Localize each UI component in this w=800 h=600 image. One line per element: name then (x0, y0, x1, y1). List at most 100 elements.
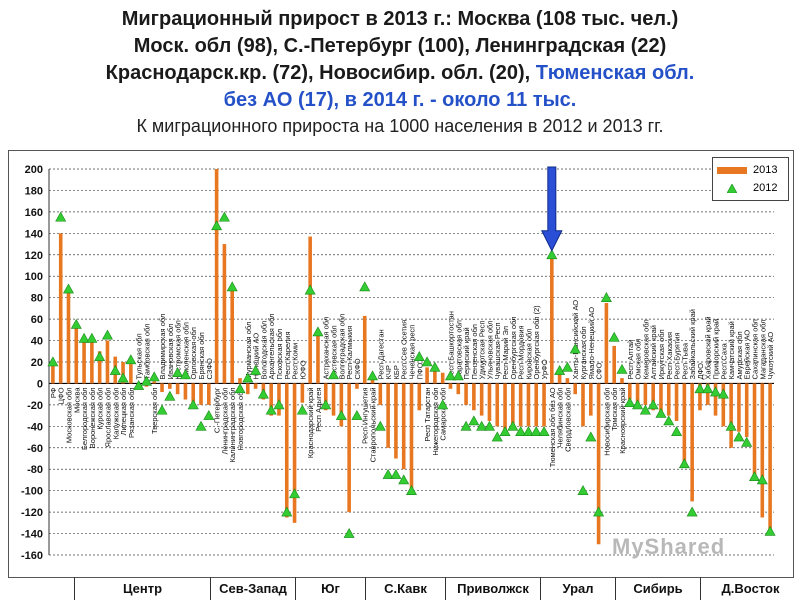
y-tick-label: 20 (31, 357, 43, 369)
bar-2013 (362, 315, 367, 384)
title-line-2: Моск. обл (98), С.-Петербург (100), Лени… (133, 35, 667, 57)
legend-label-2012: 2012 (753, 182, 778, 194)
region-divider (74, 577, 75, 600)
category-label: Курская обл (96, 387, 105, 429)
marker-2012 (671, 426, 683, 436)
region-far-east: Д.Восток (721, 581, 780, 596)
region-siberia: Сибирь (633, 581, 683, 596)
chart-subtitle: К миграционного прироста на 1000 населен… (136, 116, 664, 136)
marker-2012 (328, 369, 340, 380)
bar-2013 (97, 351, 102, 384)
bar-2013 (339, 383, 344, 427)
marker-2012 (593, 506, 605, 517)
category-label: Костромская обл (174, 320, 183, 379)
category-label: Респ Ингушетия (361, 387, 370, 443)
marker-2012 (749, 471, 761, 482)
marker-2012 (678, 458, 690, 469)
bar-2013 (401, 383, 406, 470)
bar-2013 (331, 383, 336, 416)
category-label: Вологодская обл (259, 321, 268, 380)
bar-2013 (316, 335, 320, 384)
bar-2013 (752, 383, 757, 480)
bar-2013 (651, 383, 655, 411)
category-label: Смоленская обл (181, 322, 190, 379)
category-label: Нижегородская обл (431, 387, 440, 455)
category-label: Респ Карелия (283, 331, 292, 379)
bar-2013 (713, 383, 718, 416)
region-divider (700, 577, 701, 600)
bar-2013 (612, 345, 616, 384)
y-tick-label: 160 (25, 207, 43, 219)
marker-2012 (125, 354, 137, 365)
bar-2013 (175, 383, 180, 395)
marker-2012 (226, 281, 238, 292)
watermark: MyShared (612, 534, 726, 559)
marker-2012 (600, 292, 612, 302)
bar-2013 (744, 383, 749, 438)
category-label: Воронежская обл (88, 387, 97, 448)
marker-2012 (663, 415, 675, 426)
marker-2012 (530, 426, 542, 436)
bar-2013 (425, 367, 429, 384)
category-label: Ярославская обл (103, 387, 112, 447)
category-label: Новгородская обл (236, 387, 245, 450)
category-label: Амурская обл (735, 331, 744, 379)
bar-2013 (292, 383, 297, 523)
marker-2012 (250, 364, 262, 375)
marker-2012 (725, 420, 737, 431)
marker-2012 (164, 390, 176, 401)
y-tick-label: -120 (21, 507, 43, 519)
bar-2013 (433, 367, 437, 384)
category-label: Свердловская обл (563, 387, 572, 451)
y-tick-label: 140 (25, 228, 43, 240)
marker-2012 (289, 488, 301, 499)
marker-2012 (257, 388, 269, 399)
marker-2012 (616, 363, 628, 374)
marker-2012 (133, 379, 145, 390)
region-northwest: Сев-Запад (219, 581, 287, 596)
category-label: Калужская обл (111, 387, 120, 439)
category-label: Ростовская обл (330, 325, 339, 379)
marker-2012 (148, 371, 160, 382)
legend-item-2012: 2012 (717, 181, 777, 195)
category-label: Омская обл (634, 338, 643, 379)
marker-2012 (522, 426, 534, 436)
bar-2013 (245, 383, 250, 395)
bar-2013 (698, 383, 702, 411)
category-label: Респ Калмыкия (345, 326, 354, 380)
bar-2013 (643, 383, 648, 405)
category-label: Респ Саха (719, 342, 728, 379)
bar-2013 (690, 383, 694, 502)
bar-2013 (378, 383, 383, 405)
marker-2012 (686, 506, 698, 517)
category-label: Самарская обл (439, 387, 448, 440)
category-label: Респ Татарстан (423, 387, 432, 441)
category-label: Сахалинская обл (751, 319, 760, 379)
category-label: Ямало-Ненецкий АО (587, 307, 596, 380)
bar-2013 (129, 364, 133, 384)
bar-2013 (682, 383, 687, 464)
bar-2013 (596, 383, 601, 545)
marker-2012 (203, 409, 215, 420)
marker-2012 (538, 426, 550, 436)
marker-2012 (717, 388, 729, 399)
category-label: Московская обл (64, 387, 73, 443)
bar-chart: 200180160140120100806040200-20-40-60-80-… (21, 164, 776, 562)
marker-2012 (405, 485, 418, 495)
category-label: Респ Мордовия (517, 325, 526, 379)
category-label: Владимирская обл (158, 314, 167, 380)
bar-2013 (355, 383, 359, 389)
marker-2012 (86, 332, 98, 343)
marker-2012 (382, 468, 394, 479)
bar-2013 (472, 383, 476, 411)
bar-2013 (238, 378, 242, 384)
category-label: Респ Марий Эл (501, 326, 510, 379)
bar-2013 (308, 236, 312, 384)
category-label: Ульяновская обл (485, 321, 494, 380)
bar-2013 (323, 383, 328, 411)
category-label: Архангельская обл (267, 314, 276, 380)
bar-2013 (284, 383, 289, 518)
y-tick-label: 100 (25, 271, 43, 283)
marker-2012 (483, 420, 495, 431)
bar-2013 (386, 383, 390, 448)
